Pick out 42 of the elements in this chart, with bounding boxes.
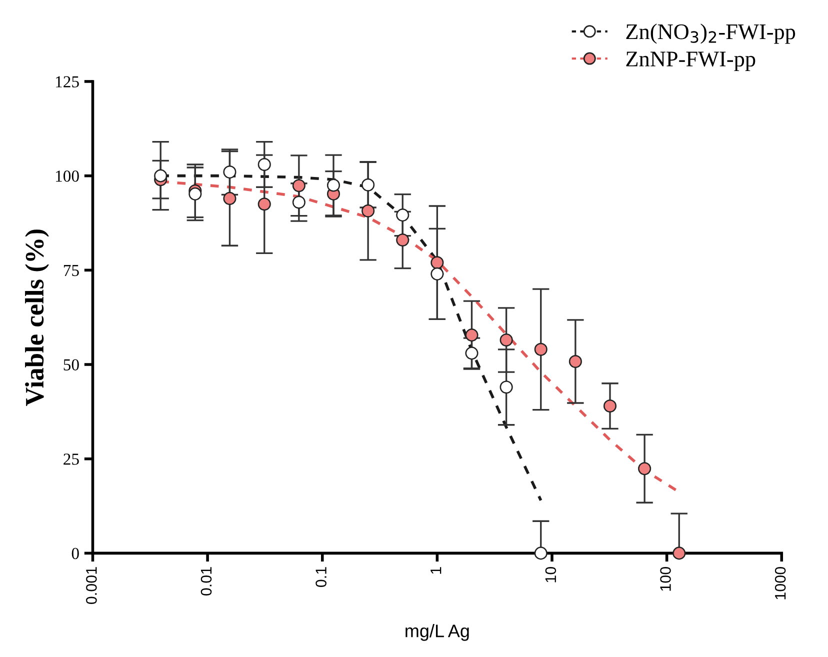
x-tick-label: 100 (660, 566, 671, 591)
point (672, 546, 686, 560)
y-tick-label: 100 (56, 170, 79, 182)
point (326, 178, 340, 192)
point (534, 342, 548, 356)
point (430, 267, 444, 280)
y-tick-label: 25 (64, 454, 79, 465)
point (500, 380, 513, 394)
point (258, 198, 271, 211)
x-tick-label: 1 (430, 567, 442, 574)
y-tick-label: 0 (72, 548, 79, 560)
point (465, 328, 478, 342)
point (534, 546, 548, 560)
point (396, 233, 410, 246)
point (292, 179, 306, 192)
point (430, 256, 444, 270)
point (603, 399, 617, 413)
point (568, 354, 582, 368)
point (465, 346, 478, 360)
legend-label: ZnNP-FWI-pp (626, 52, 756, 72)
point (223, 166, 236, 179)
point (223, 192, 236, 205)
x-tick-label: 0.001 (86, 567, 97, 604)
y-axis-title: Viable cells (%) (25, 230, 49, 406)
y-tick-label: 50 (64, 359, 79, 370)
x-tick-label: 1000 (774, 566, 786, 600)
legend-label: Zn(NO$_{3}$)$_{2}$-FWI-pp (626, 24, 796, 44)
point (396, 208, 410, 222)
point (500, 333, 513, 346)
x-tick-label: 10 (545, 566, 556, 582)
y-tick-label: 125 (56, 76, 79, 88)
point (154, 169, 168, 182)
point (188, 187, 202, 200)
x-tick-label: 0.01 (200, 567, 212, 596)
point (362, 204, 375, 218)
point (258, 158, 271, 172)
y-tick-label: 75 (64, 265, 79, 276)
x-tick-label: 0.1 (316, 567, 326, 588)
point (638, 462, 652, 476)
point (292, 196, 306, 209)
x-axis-title: mg/L Ag (406, 624, 469, 641)
point (362, 178, 375, 192)
